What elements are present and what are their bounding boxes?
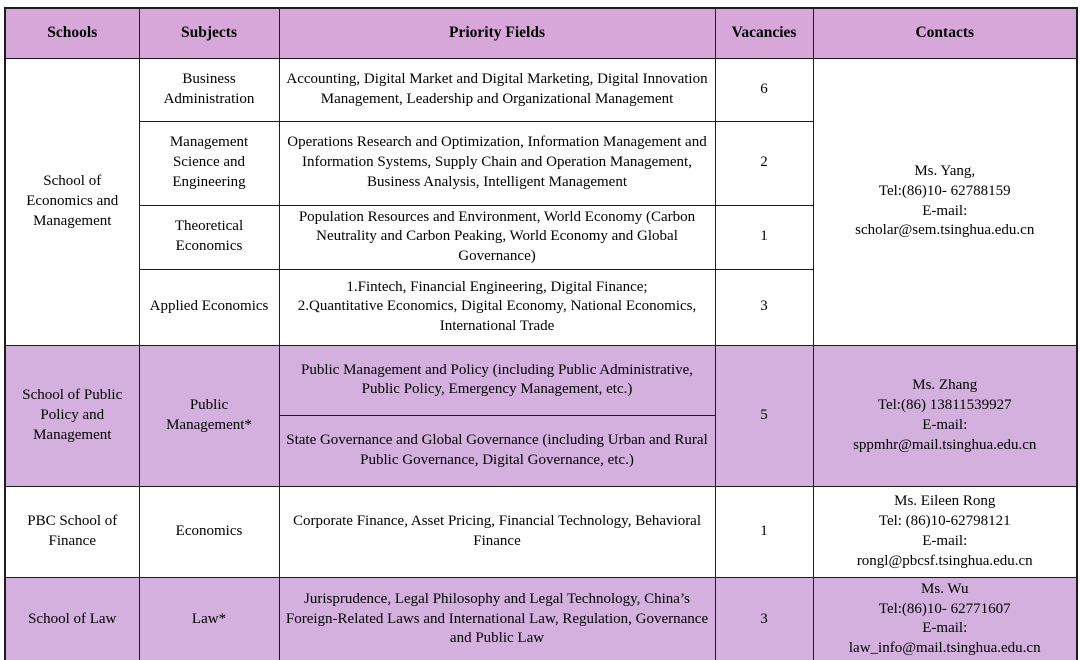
contact-email: rongl@pbcsf.tsinghua.edu.cn: [856, 552, 1033, 569]
contact-tel: Tel:(86) 13811539927: [877, 397, 1012, 414]
vacancies-cell: 1: [714, 204, 814, 270]
contact-name: Ms. Zhang: [912, 377, 978, 394]
contact-email-label: E-mail:: [922, 532, 968, 549]
subject-cell-business-administration: Business Administration: [138, 57, 280, 122]
vacancies-cell: 3: [714, 576, 814, 660]
subject-cell-management-science: Management Science and Engineering: [138, 120, 280, 206]
table-row: School of Public Policy and Management P…: [4, 344, 1078, 487]
contact-email-label: E-mail:: [922, 620, 968, 637]
priority-fields-cell: Jurisprudence, Legal Philosophy and Lega…: [278, 576, 716, 660]
contact-cell-sppm: Ms. Zhang Tel:(86) 13811539927 E-mail: s…: [812, 344, 1078, 487]
vacancies-cell: 3: [714, 268, 814, 346]
priority-fields-cell: Population Resources and Environment, Wo…: [278, 204, 716, 270]
contact-name: Ms. Wu: [921, 580, 969, 597]
contact-name: Ms. Yang,: [914, 163, 976, 180]
col-header-priority-fields: Priority Fields: [278, 7, 716, 59]
vacancies-cell: 2: [714, 120, 814, 206]
table-row: Theoretical Economics Population Resourc…: [5, 204, 1077, 270]
vacancies-cell: 5: [714, 344, 814, 487]
contact-email: sppmhr@mail.tsinghua.edu.cn: [853, 436, 1037, 453]
contact-cell-sem: Ms. Yang, Tel:(86)10- 62788159 E-mail: s…: [812, 57, 1078, 346]
priority-fields-cell: Accounting, Digital Market and Digital M…: [278, 57, 716, 122]
table-row: State Governance and Global Governance (…: [5, 414, 1077, 487]
contact-cell-law: Ms. Wu Tel:(86)10- 62771607 E-mail: law_…: [812, 576, 1078, 660]
table-row: School of Economics and Management Busin…: [4, 57, 1078, 346]
col-header-vacancies: Vacancies: [714, 7, 814, 59]
school-cell-sppm: School of Public Policy and Management: [4, 344, 140, 487]
contact-name: Ms. Eileen Rong: [894, 493, 996, 510]
priority-fields-cell: 1.Fintech, Financial Engineering, Digita…: [278, 268, 716, 346]
contact-email-label: E-mail:: [922, 202, 968, 219]
subject-cell-public-management: Public Management*: [138, 344, 280, 487]
recruitment-table: Schools Subjects Priority Fields Vacanci…: [4, 7, 1078, 660]
contact-email: scholar@sem.tsinghua.edu.cn: [855, 222, 1035, 239]
subject-cell-applied-economics: Applied Economics: [138, 268, 280, 346]
contact-email-label: E-mail:: [922, 416, 968, 433]
col-header-subjects: Subjects: [138, 7, 280, 59]
col-header-schools: Schools: [4, 7, 140, 59]
table-row: Management Science and Engineering Opera…: [5, 120, 1077, 206]
school-cell-sem: School of Economics and Management: [4, 57, 140, 346]
contact-tel: Tel: (86)10-62798121: [878, 513, 1011, 530]
table-row: PBC School of Finance Economics Corporat…: [4, 485, 1078, 578]
subject-cell-theoretical-economics: Theoretical Economics: [138, 204, 280, 270]
priority-fields-cell: Public Management and Policy (including …: [278, 344, 716, 416]
vacancies-cell: 1: [714, 485, 814, 578]
subject-cell-law: Law*: [138, 576, 280, 660]
contact-tel: Tel:(86)10- 62788159: [878, 182, 1011, 199]
contact-email: law_info@mail.tsinghua.edu.cn: [848, 640, 1041, 657]
col-header-contacts: Contacts: [812, 7, 1078, 59]
school-cell-pbc: PBC School of Finance: [4, 485, 140, 578]
priority-fields-cell: Operations Research and Optimization, In…: [278, 120, 716, 206]
priority-line-2: 2.Quantitative Economics, Digital Econom…: [297, 298, 697, 335]
school-cell-law: School of Law: [4, 576, 140, 660]
contact-tel: Tel:(86)10- 62771607: [878, 600, 1011, 617]
priority-fields-cell: State Governance and Global Governance (…: [278, 414, 716, 487]
table-row: Applied Economics 1.Fintech, Financial E…: [5, 268, 1077, 346]
vacancies-cell: 6: [714, 57, 814, 122]
table-row: School of Law Law* Jurisprudence, Legal …: [4, 576, 1078, 660]
subject-cell-economics: Economics: [138, 485, 280, 578]
header-row: Schools Subjects Priority Fields Vacanci…: [4, 7, 1078, 59]
priority-fields-cell: Corporate Finance, Asset Pricing, Financ…: [278, 485, 716, 578]
priority-line-1: 1.Fintech, Financial Engineering, Digita…: [346, 278, 648, 295]
contact-cell-pbc: Ms. Eileen Rong Tel: (86)10-62798121 E-m…: [812, 485, 1078, 578]
